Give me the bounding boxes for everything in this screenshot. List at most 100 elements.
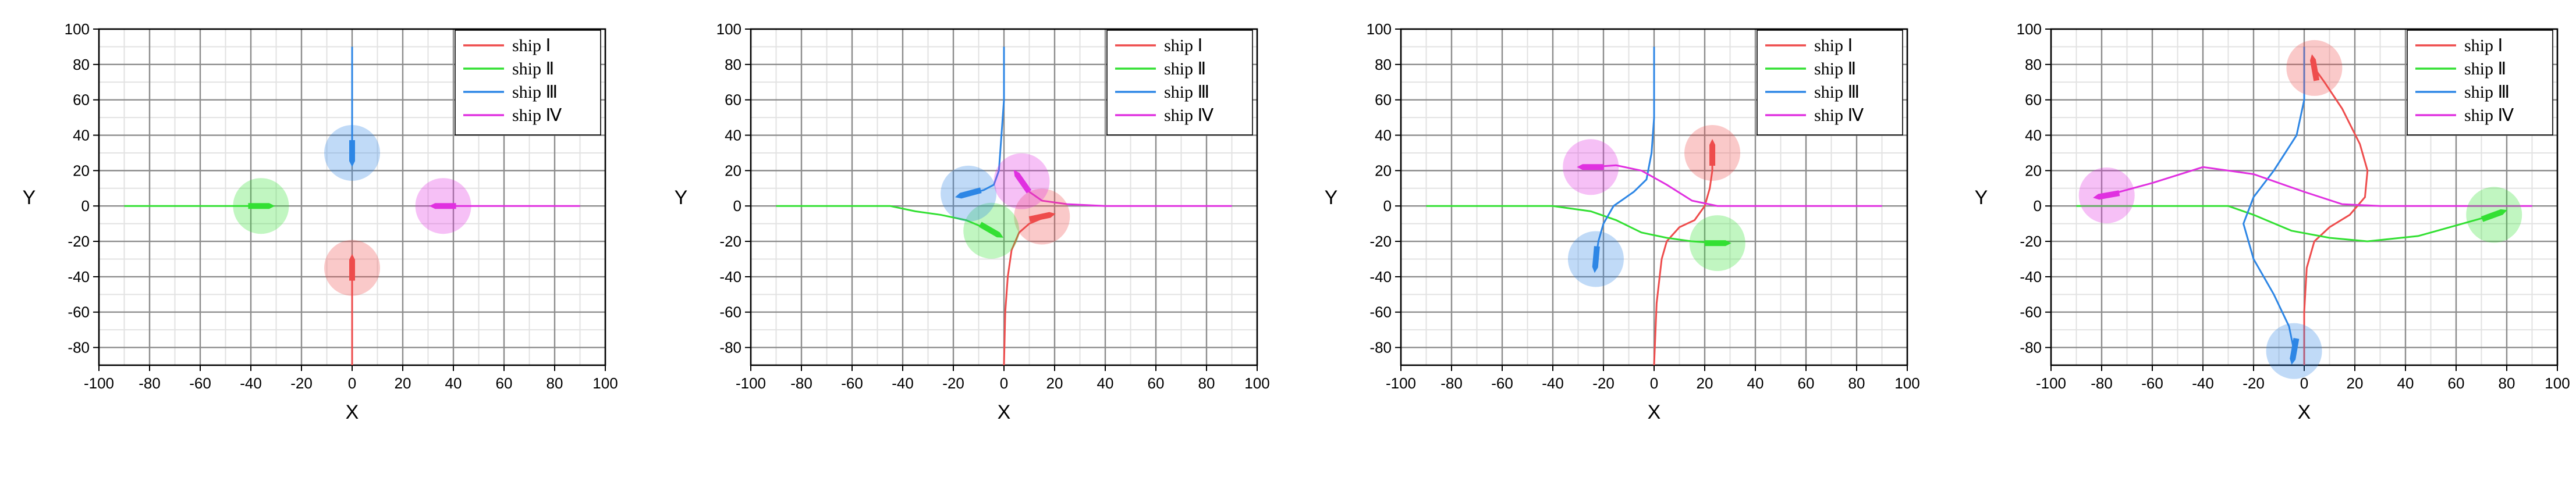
y-tick-label: 40 bbox=[73, 127, 90, 144]
y-tick-label: 0 bbox=[81, 197, 90, 215]
legend-label-ship-2: ship Ⅱ bbox=[1814, 59, 1856, 79]
x-tick-label: 100 bbox=[2545, 374, 2570, 392]
y-tick-label: -60 bbox=[719, 304, 741, 321]
y-tick-label: 20 bbox=[73, 162, 90, 179]
x-axis-title: X bbox=[1648, 401, 1661, 423]
x-tick-label: -80 bbox=[1440, 374, 1463, 392]
x-tick-label: 20 bbox=[395, 374, 411, 392]
x-tick-label: -100 bbox=[736, 374, 766, 392]
y-tick-label: 20 bbox=[1375, 162, 1392, 179]
x-tick-label: 60 bbox=[1148, 374, 1165, 392]
ship-3-icon bbox=[2290, 338, 2300, 365]
x-tick-label: 80 bbox=[2499, 374, 2515, 392]
y-tick-label: -40 bbox=[719, 268, 741, 286]
legend-label-ship-1: ship Ⅰ bbox=[1164, 36, 1202, 55]
y-tick-label: -80 bbox=[68, 339, 90, 356]
x-tick-label: -20 bbox=[942, 374, 964, 392]
y-tick-label: 80 bbox=[725, 56, 741, 73]
x-tick-label: -80 bbox=[139, 374, 161, 392]
y-tick-label: 0 bbox=[2034, 197, 2042, 215]
ship-4-icon bbox=[2093, 190, 2120, 200]
y-tick-label: 100 bbox=[1367, 20, 1392, 38]
x-tick-label: 100 bbox=[1244, 374, 1269, 392]
y-tick-label: 60 bbox=[73, 91, 90, 109]
ship-4-icon bbox=[1013, 169, 1032, 194]
x-tick-label: 0 bbox=[1000, 374, 1008, 392]
legend-label-ship-3: ship Ⅲ bbox=[1814, 83, 1860, 102]
x-tick-label: -40 bbox=[2192, 374, 2214, 392]
y-tick-label: 80 bbox=[2025, 56, 2042, 73]
x-tick-label: -100 bbox=[2036, 374, 2066, 392]
y-axis-title: Y bbox=[23, 187, 36, 209]
trajectory-ship-4 bbox=[2106, 166, 2532, 207]
legend-box bbox=[455, 30, 601, 135]
ship-4-icon bbox=[1577, 164, 1604, 170]
y-tick-label: 100 bbox=[716, 20, 741, 38]
y-tick-label: 80 bbox=[1375, 56, 1392, 73]
x-tick-label: 80 bbox=[547, 374, 563, 392]
trajectory-ship-2 bbox=[776, 205, 992, 232]
legend-box bbox=[1106, 30, 1253, 135]
x-tick-label: -20 bbox=[1592, 374, 1615, 392]
x-tick-label: -80 bbox=[2091, 374, 2113, 392]
x-tick-label: 40 bbox=[1097, 374, 1114, 392]
x-tick-label: -40 bbox=[1542, 374, 1564, 392]
y-axis-title: Y bbox=[1325, 187, 1338, 209]
legend-label-ship-2: ship Ⅱ bbox=[512, 59, 554, 79]
y-tick-label: -20 bbox=[719, 233, 741, 250]
trajectory-ship-1 bbox=[1653, 152, 1713, 366]
y-tick-label: -40 bbox=[1369, 268, 1392, 286]
x-tick-label: 60 bbox=[496, 374, 513, 392]
x-tick-label: 80 bbox=[1848, 374, 1865, 392]
y-tick-label: 80 bbox=[73, 56, 90, 73]
y-tick-label: -20 bbox=[1369, 233, 1392, 250]
legend-label-ship-3: ship Ⅲ bbox=[1164, 83, 1209, 102]
y-tick-label: 0 bbox=[733, 197, 741, 215]
x-tick-label: -60 bbox=[2141, 374, 2163, 392]
x-tick-label: -20 bbox=[290, 374, 313, 392]
x-tick-label: 20 bbox=[2347, 374, 2364, 392]
panel-4: -100 -80 -60 -40 -20 0 20 40 60 80 100 -80 -60 -40 -20… bbox=[1975, 20, 2570, 423]
x-axis-title: X bbox=[2298, 401, 2311, 423]
legend-label-ship-2: ship Ⅱ bbox=[1164, 59, 1206, 79]
trajectory-ship-3 bbox=[971, 47, 1005, 195]
y-tick-label: 40 bbox=[725, 127, 741, 144]
legend-label-ship-3: ship Ⅲ bbox=[2464, 83, 2510, 102]
ship-2-icon bbox=[978, 222, 1004, 238]
x-tick-label: -100 bbox=[1386, 374, 1416, 392]
panel-3: -100 -80 -60 -40 -20 0 20 40 60 80 100 -80 -60 -40 -20… bbox=[1325, 20, 1920, 423]
y-tick-label: 100 bbox=[2017, 20, 2042, 38]
x-tick-label: 40 bbox=[1747, 374, 1764, 392]
y-tick-label: 0 bbox=[1383, 197, 1392, 215]
legend-label-ship-4: ship Ⅳ bbox=[512, 106, 562, 125]
legend-label-ship-4: ship Ⅳ bbox=[2464, 106, 2514, 125]
x-tick-label: 100 bbox=[592, 374, 618, 392]
y-tick-label: -60 bbox=[68, 304, 90, 321]
y-tick-label: 100 bbox=[65, 20, 90, 38]
x-tick-label: -60 bbox=[1491, 374, 1513, 392]
y-tick-label: -20 bbox=[68, 233, 90, 250]
x-tick-label: 80 bbox=[1198, 374, 1215, 392]
x-tick-label: -60 bbox=[841, 374, 863, 392]
trajectory-ship-2 bbox=[2076, 205, 2495, 242]
ship-4-icon bbox=[429, 203, 456, 209]
y-tick-label: 60 bbox=[2025, 91, 2042, 109]
trajectory-ship-4 bbox=[1591, 164, 1882, 207]
x-tick-label: 40 bbox=[2397, 374, 2414, 392]
trajectory-ship-3 bbox=[1595, 47, 1655, 259]
ship-3-icon bbox=[955, 187, 982, 199]
x-tick-label: -80 bbox=[790, 374, 812, 392]
x-tick-label: 60 bbox=[1798, 374, 1815, 392]
y-tick-label: 20 bbox=[725, 162, 741, 179]
ship-1-icon bbox=[1709, 138, 1716, 166]
x-tick-label: -100 bbox=[84, 374, 114, 392]
y-tick-label: 40 bbox=[2025, 127, 2042, 144]
x-tick-label: 20 bbox=[1046, 374, 1063, 392]
legend-label-ship-3: ship Ⅲ bbox=[512, 83, 558, 102]
ship-3-icon bbox=[1592, 246, 1600, 273]
x-tick-label: 0 bbox=[1650, 374, 1658, 392]
trajectory-ship-4 bbox=[1021, 182, 1232, 207]
legend-label-ship-1: ship Ⅰ bbox=[2464, 36, 2503, 55]
y-tick-label: 40 bbox=[1375, 127, 1392, 144]
